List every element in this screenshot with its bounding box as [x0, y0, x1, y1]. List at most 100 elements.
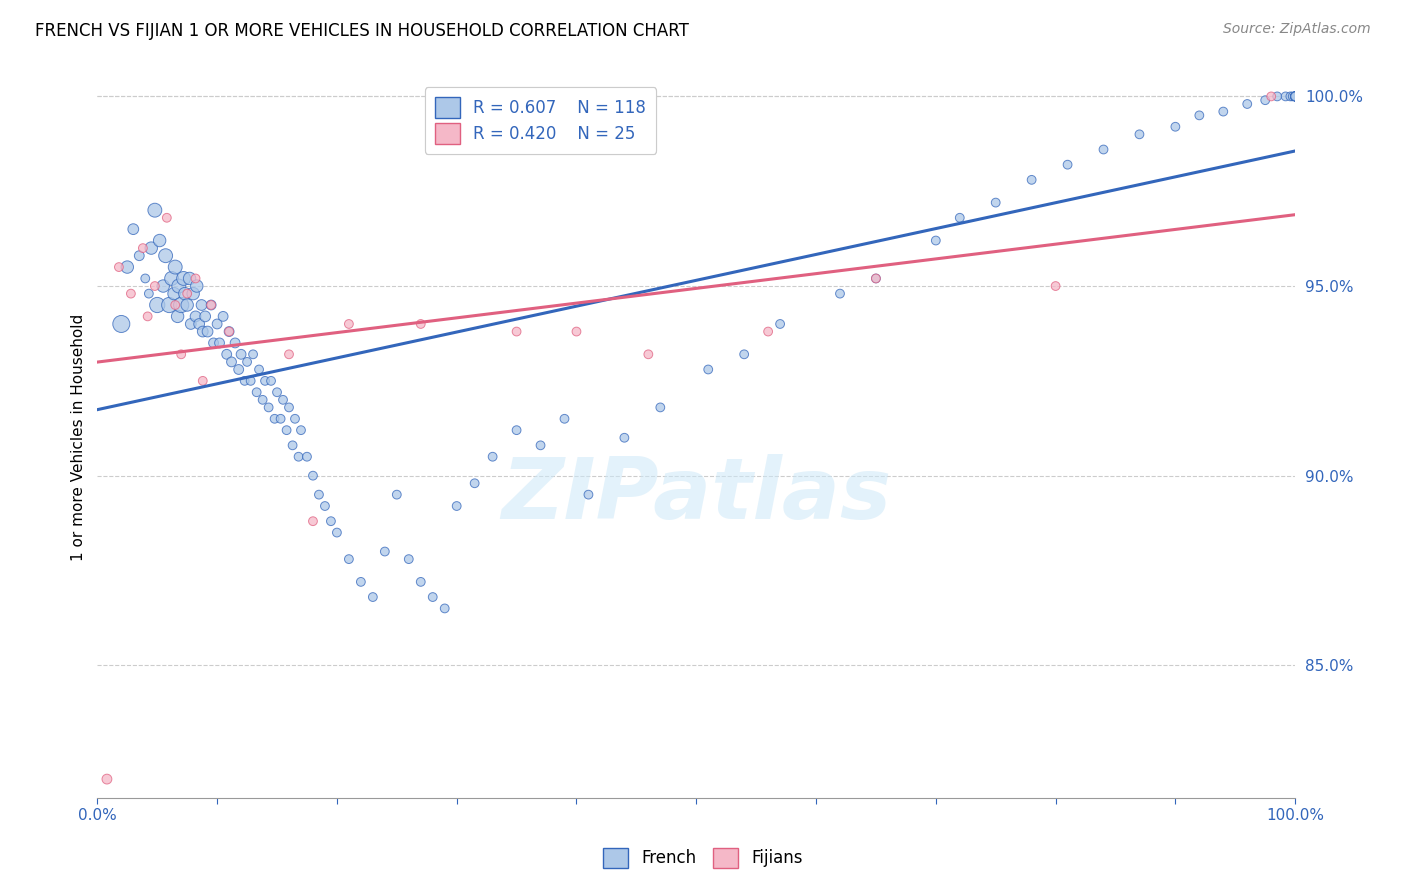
Point — [613, 431, 636, 445]
Point — [239, 374, 262, 388]
Point — [257, 401, 280, 415]
Point — [278, 347, 301, 361]
Point — [157, 298, 180, 312]
Point — [252, 392, 274, 407]
Point — [260, 374, 283, 388]
Point — [578, 488, 600, 502]
Point — [361, 590, 384, 604]
Point — [228, 362, 250, 376]
Point — [156, 211, 179, 225]
Point — [194, 310, 217, 324]
Point — [769, 317, 792, 331]
Point — [949, 211, 972, 225]
Point — [1236, 97, 1258, 112]
Point — [278, 401, 301, 415]
Text: ZIPatlas: ZIPatlas — [501, 454, 891, 537]
Point — [481, 450, 503, 464]
Point — [143, 203, 166, 218]
Point — [1021, 173, 1043, 187]
Point — [173, 271, 195, 285]
Point — [1188, 108, 1211, 122]
Point — [170, 347, 193, 361]
Point — [984, 195, 1007, 210]
Point — [96, 772, 118, 786]
Point — [828, 286, 851, 301]
Point — [319, 514, 342, 528]
Point — [236, 355, 259, 369]
Point — [925, 234, 948, 248]
Point — [155, 249, 177, 263]
Point — [170, 298, 193, 312]
Point — [1284, 89, 1306, 103]
Point — [173, 286, 195, 301]
Point — [242, 347, 264, 361]
Point — [212, 310, 235, 324]
Point — [409, 317, 432, 331]
Point — [160, 271, 183, 285]
Point — [190, 298, 212, 312]
Point — [149, 234, 172, 248]
Text: FRENCH VS FIJIAN 1 OR MORE VEHICLES IN HOUSEHOLD CORRELATION CHART: FRENCH VS FIJIAN 1 OR MORE VEHICLES IN H… — [35, 22, 689, 40]
Point — [1284, 89, 1306, 103]
Point — [337, 552, 360, 566]
Y-axis label: 1 or more Vehicles in Household: 1 or more Vehicles in Household — [72, 314, 86, 561]
Point — [374, 544, 396, 558]
Legend: R = 0.607    N = 118, R = 0.420    N = 25: R = 0.607 N = 118, R = 0.420 N = 25 — [425, 87, 657, 153]
Point — [281, 438, 304, 452]
Point — [409, 574, 432, 589]
Point — [1212, 104, 1234, 119]
Point — [180, 317, 202, 331]
Point — [1056, 158, 1078, 172]
Point — [1279, 89, 1302, 103]
Point — [337, 317, 360, 331]
Point — [865, 271, 887, 285]
Point — [141, 241, 163, 255]
Point — [287, 450, 309, 464]
Point — [176, 286, 198, 301]
Point — [188, 317, 211, 331]
Point — [184, 310, 207, 324]
Point — [163, 286, 186, 301]
Point — [1274, 89, 1296, 103]
Point — [191, 325, 214, 339]
Point — [229, 347, 252, 361]
Point — [1260, 89, 1282, 103]
Point — [637, 347, 659, 361]
Point — [128, 249, 150, 263]
Point — [1092, 143, 1115, 157]
Point — [165, 298, 187, 312]
Point — [1284, 89, 1306, 103]
Point — [197, 325, 219, 339]
Point — [167, 279, 190, 293]
Text: Source: ZipAtlas.com: Source: ZipAtlas.com — [1223, 22, 1371, 37]
Point — [1284, 89, 1306, 103]
Point — [270, 411, 292, 425]
Point — [215, 347, 238, 361]
Point — [1128, 128, 1150, 142]
Point — [120, 286, 142, 301]
Point — [202, 335, 225, 350]
Point — [143, 279, 166, 293]
Point — [553, 411, 575, 425]
Point — [208, 335, 231, 350]
Point — [385, 488, 408, 502]
Point — [179, 271, 201, 285]
Point — [152, 279, 174, 293]
Point — [505, 423, 527, 437]
Point — [184, 271, 207, 285]
Point — [433, 601, 456, 615]
Point — [254, 374, 277, 388]
Point — [1045, 279, 1067, 293]
Point — [650, 401, 672, 415]
Point — [134, 271, 156, 285]
Point — [263, 411, 285, 425]
Point — [165, 260, 187, 274]
Point — [266, 385, 288, 400]
Point — [1284, 89, 1306, 103]
Point — [138, 286, 160, 301]
Point — [1265, 89, 1288, 103]
Point — [565, 325, 588, 339]
Point — [271, 392, 294, 407]
Point — [186, 279, 208, 293]
Point — [276, 423, 298, 437]
